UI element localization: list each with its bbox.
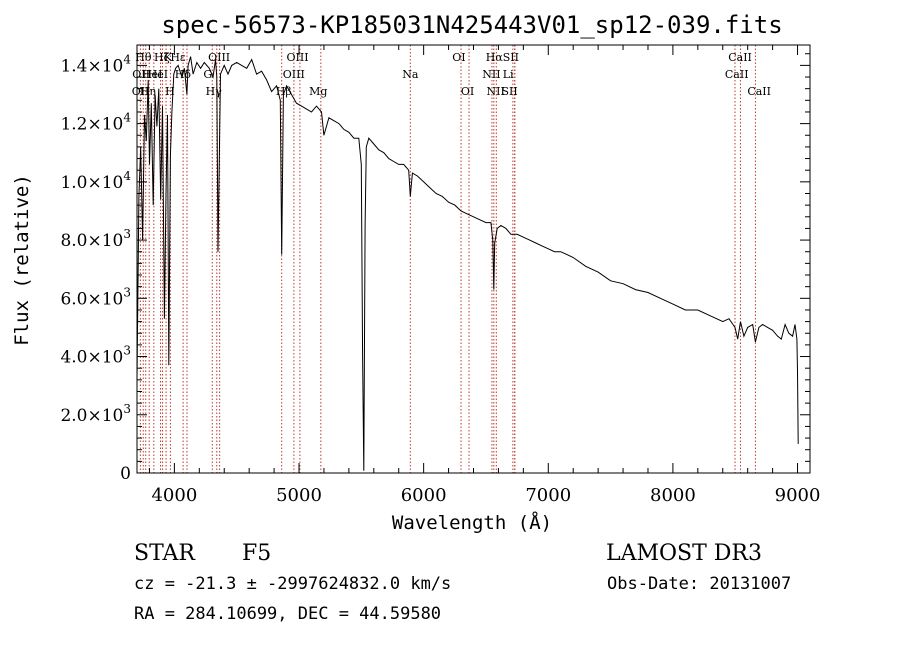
line-marker-label: CaII [747, 85, 771, 98]
y-axis-ticks: 02.0×1034.0×1036.0×1038.0×1031.0×1041.2×… [60, 52, 810, 484]
y-axis-label: Flux (relative) [11, 174, 33, 346]
object-subclass: F5 [242, 541, 271, 566]
x-axis-label: Wavelength (Å) [392, 511, 552, 534]
y-tick-mantissa: 2.0×10 [60, 406, 123, 426]
line-marker-label: OI [452, 51, 465, 64]
y-tick-mantissa: 1.0×10 [60, 173, 123, 193]
y-tick-label: 1.4×104 [60, 52, 131, 76]
line-marker-label: OII [132, 85, 150, 98]
line-marker-label: Hζ [154, 51, 170, 64]
y-tick-exponent: 3 [123, 344, 131, 358]
line-marker-label: HeI [142, 68, 162, 81]
y-tick-exponent: 4 [123, 52, 131, 66]
x-tick-label: 9000 [775, 485, 821, 506]
redshift-text: cz = -21.3 ± -2997624832.0 km/s [134, 574, 451, 594]
line-marker-label: NII [487, 85, 505, 98]
y-tick-exponent: 4 [123, 169, 131, 183]
line-marker-label: Hε [170, 51, 186, 64]
line-marker-label: NII [482, 68, 500, 81]
spectrum-series-line [136, 56, 799, 471]
y-tick-mantissa: 6.0×10 [60, 289, 123, 309]
coordinates-text: RA = 284.10699, DEC = 44.59580 [134, 604, 441, 624]
line-marker-label: OIII [208, 51, 230, 64]
y-tick-mantissa: 4.0×10 [60, 348, 123, 368]
y-tick-label: 2.0×103 [60, 402, 131, 426]
object-class: STAR [134, 541, 196, 566]
y-tick-label: 1.2×104 [60, 111, 131, 135]
y-tick-mantissa: 8.0×10 [60, 231, 123, 251]
x-tick-label: 4000 [151, 485, 197, 506]
line-marker-label: SII [503, 51, 519, 64]
y-tick-label: 8.0×103 [60, 227, 131, 251]
survey-name: LAMOST DR3 [606, 541, 762, 566]
line-marker-label: Hθ [135, 51, 152, 64]
y-tick-label: 4.0×103 [60, 344, 131, 368]
line-marker-label: OIII [283, 68, 305, 81]
line-marker-label: Hγ [206, 85, 223, 98]
line-marker-label: HeI [148, 68, 168, 81]
y-tick-mantissa: 0 [120, 464, 131, 484]
y-tick-label: 1.0×104 [60, 169, 131, 193]
x-tick-label: 7000 [525, 485, 571, 506]
line-marker-label: SII [502, 85, 518, 98]
x-tick-label: 6000 [401, 485, 447, 506]
x-tick-label: 8000 [650, 485, 696, 506]
y-tick-label: 6.0×103 [60, 285, 131, 309]
line-marker-label: Hα [486, 51, 504, 64]
line-marker-label: OI [461, 85, 474, 98]
y-tick-exponent: 3 [123, 402, 131, 416]
line-marker-label: G [203, 68, 212, 81]
line-marker-label: H [165, 85, 175, 98]
obs-date: Obs-Date: 20131007 [607, 574, 791, 594]
line-marker-label: Li [503, 68, 514, 81]
y-tick-label: 0 [120, 464, 131, 484]
chart-title: spec-56573-KP185031N425443V01_sp12-039.f… [161, 11, 782, 39]
y-tick-exponent: 3 [123, 285, 131, 299]
line-marker-label: CaII [725, 68, 749, 81]
y-tick-mantissa: 1.2×10 [60, 115, 123, 135]
x-tick-label: 5000 [276, 485, 322, 506]
y-tick-exponent: 3 [123, 227, 131, 241]
line-marker-label: Mg [309, 85, 327, 98]
line-marker-label: OIII [286, 51, 308, 64]
line-marker-label: CaII [728, 51, 752, 64]
y-tick-mantissa: 1.4×10 [60, 56, 123, 76]
line-marker-label: Na [402, 68, 419, 81]
y-tick-exponent: 4 [123, 111, 131, 125]
line-marker-label: K [164, 51, 173, 64]
x-axis-ticks: 4000 5000 6000 7000 8000 9000 [148, 45, 821, 506]
